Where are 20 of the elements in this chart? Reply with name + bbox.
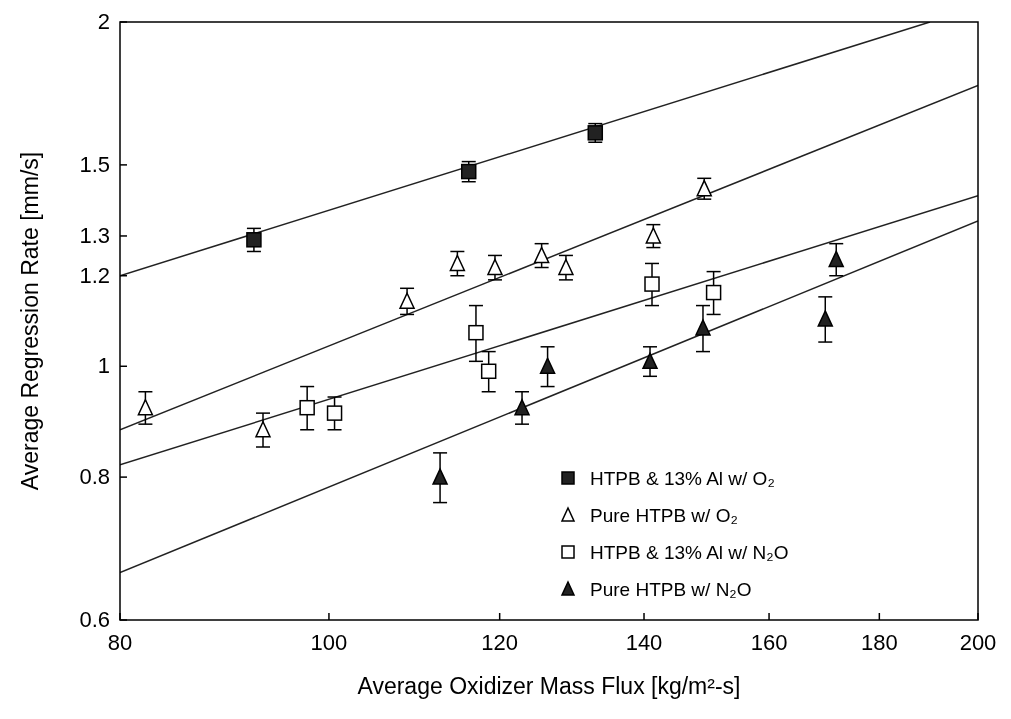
- y-tick-label: 1.3: [79, 222, 110, 248]
- y-tick-label: 2: [97, 9, 110, 34]
- x-tick-label: 160: [750, 630, 788, 655]
- y-axis-title: Average Regression Rate [mm/s]: [17, 151, 43, 491]
- legend-label: Pure HTPB w/ O₂: [590, 505, 738, 526]
- x-tick-label: 120: [481, 630, 519, 655]
- x-tick-label: 140: [625, 630, 663, 655]
- x-tick-label: 100: [310, 630, 348, 655]
- y-tick-label: 1.5: [79, 151, 110, 177]
- y-tick-label: 0.8: [79, 464, 110, 490]
- legend-label: HTPB & 13% Al w/ O₂: [590, 468, 775, 489]
- x-tick-label: 200: [959, 630, 997, 655]
- y-tick-label: 1: [97, 353, 110, 379]
- y-tick-label: 0.6: [79, 607, 110, 632]
- x-tick-label: 80: [107, 630, 133, 655]
- x-axis-title: Average Oxidizer Mass Flux [kg/m²-s]: [357, 673, 741, 699]
- x-tick-label: 180: [860, 630, 898, 655]
- legend-label: Pure HTPB w/ N₂O: [590, 579, 752, 600]
- legend-label: HTPB & 13% Al w/ N₂O: [590, 542, 789, 563]
- y-tick-label: 1.2: [79, 262, 110, 288]
